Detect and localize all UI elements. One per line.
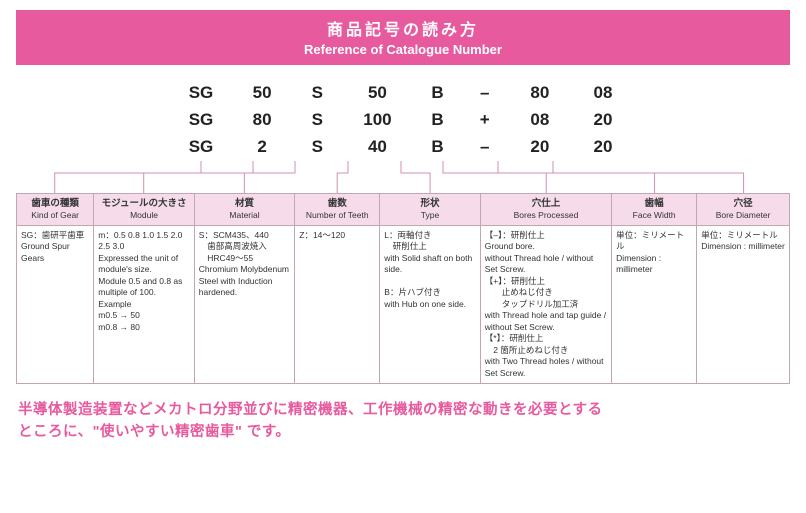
code-cell: 20 xyxy=(583,133,623,160)
legend-col-body: m：0.5 0.8 1.0 1.5 2.0 2.5 3.0 Expressed … xyxy=(94,225,194,383)
code-cell: B xyxy=(426,106,450,133)
legend-col-body: 【–】：研削仕上 Ground bore. without Thread hol… xyxy=(480,225,611,383)
connector-lines xyxy=(16,161,790,193)
code-cell: 20 xyxy=(583,106,623,133)
legend-table-wrap: 歯車の種類Kind of Gearモジュールの大きさModule材質Materi… xyxy=(16,193,790,384)
code-cell: SG xyxy=(183,79,219,106)
legend-col-body: L：両軸付き 研削仕上 with Solid shaft on both sid… xyxy=(380,225,480,383)
legend-col-body: 単位：ミリメートル Dimension : millimeter xyxy=(697,225,790,383)
code-cell: – xyxy=(473,79,497,106)
code-cell: 40 xyxy=(352,133,402,160)
code-cell: 100 xyxy=(352,106,402,133)
code-cell: S xyxy=(305,79,329,106)
footer-copy: 半導体製造装置などメカトロ分野並びに精密機器、工作機械の精密な動きを必要とする … xyxy=(18,400,788,444)
code-cell: + xyxy=(473,106,497,133)
code-row: SG2S40B–2020 xyxy=(183,133,623,160)
legend-col-header: 材質Material xyxy=(194,193,294,225)
code-cell: – xyxy=(473,133,497,160)
legend-col-header: モジュールの大きさModule xyxy=(94,193,194,225)
legend-header-row: 歯車の種類Kind of Gearモジュールの大きさModule材質Materi… xyxy=(17,193,790,225)
title-banner: 商品記号の読み方 Reference of Catalogue Number xyxy=(16,10,790,65)
footer-line1: 半導体製造装置などメカトロ分野並びに精密機器、工作機械の精密な動きを必要とする xyxy=(18,400,788,422)
legend-body-row: SG：歯研平歯車 Ground Spur Gearsm：0.5 0.8 1.0 … xyxy=(17,225,790,383)
legend-col-header: 穴仕上Bores Processed xyxy=(480,193,611,225)
code-cell: SG xyxy=(183,106,219,133)
legend-col-body: 単位：ミリメートル Dimension : millimeter xyxy=(612,225,697,383)
code-cell: B xyxy=(426,133,450,160)
code-cell: 08 xyxy=(583,79,623,106)
code-cell: S xyxy=(305,106,329,133)
title-en: Reference of Catalogue Number xyxy=(16,42,790,57)
legend-col-body: Z：14～120 xyxy=(295,225,380,383)
code-cell: 50 xyxy=(242,79,282,106)
legend-col-header: 穴径Bore Diameter xyxy=(697,193,790,225)
legend-table: 歯車の種類Kind of Gearモジュールの大きさModule材質Materi… xyxy=(16,193,790,384)
code-cell: 80 xyxy=(242,106,282,133)
code-row: SG 80 S 100 B +08 20 xyxy=(183,106,623,133)
catalogue-code-block: SG50S50B–8008SG80S100B+0820SG2S40B–2020 xyxy=(183,79,623,161)
code-cell: SG xyxy=(183,133,219,160)
legend-col-body: S：SCM435、440 歯部高周波焼入 HRC49～55 Chromium M… xyxy=(194,225,294,383)
code-cell: S xyxy=(305,133,329,160)
code-row: SG 50 S 50 B–80 08 xyxy=(183,79,623,106)
code-cell: 80 xyxy=(520,79,560,106)
legend-col-header: 歯幅Face Width xyxy=(612,193,697,225)
legend-col-body: SG：歯研平歯車 Ground Spur Gears xyxy=(17,225,94,383)
title-jp: 商品記号の読み方 xyxy=(16,16,790,40)
code-cell: 2 xyxy=(242,133,282,160)
code-cell: 50 xyxy=(352,79,402,106)
code-cell: 20 xyxy=(520,133,560,160)
legend-col-header: 歯数Number of Teeth xyxy=(295,193,380,225)
code-cell: 08 xyxy=(520,106,560,133)
code-cell: B xyxy=(426,79,450,106)
footer-line2: ところに、"使いやすい精密歯車" です。 xyxy=(18,422,788,444)
legend-col-header: 形状Type xyxy=(380,193,480,225)
legend-col-header: 歯車の種類Kind of Gear xyxy=(17,193,94,225)
